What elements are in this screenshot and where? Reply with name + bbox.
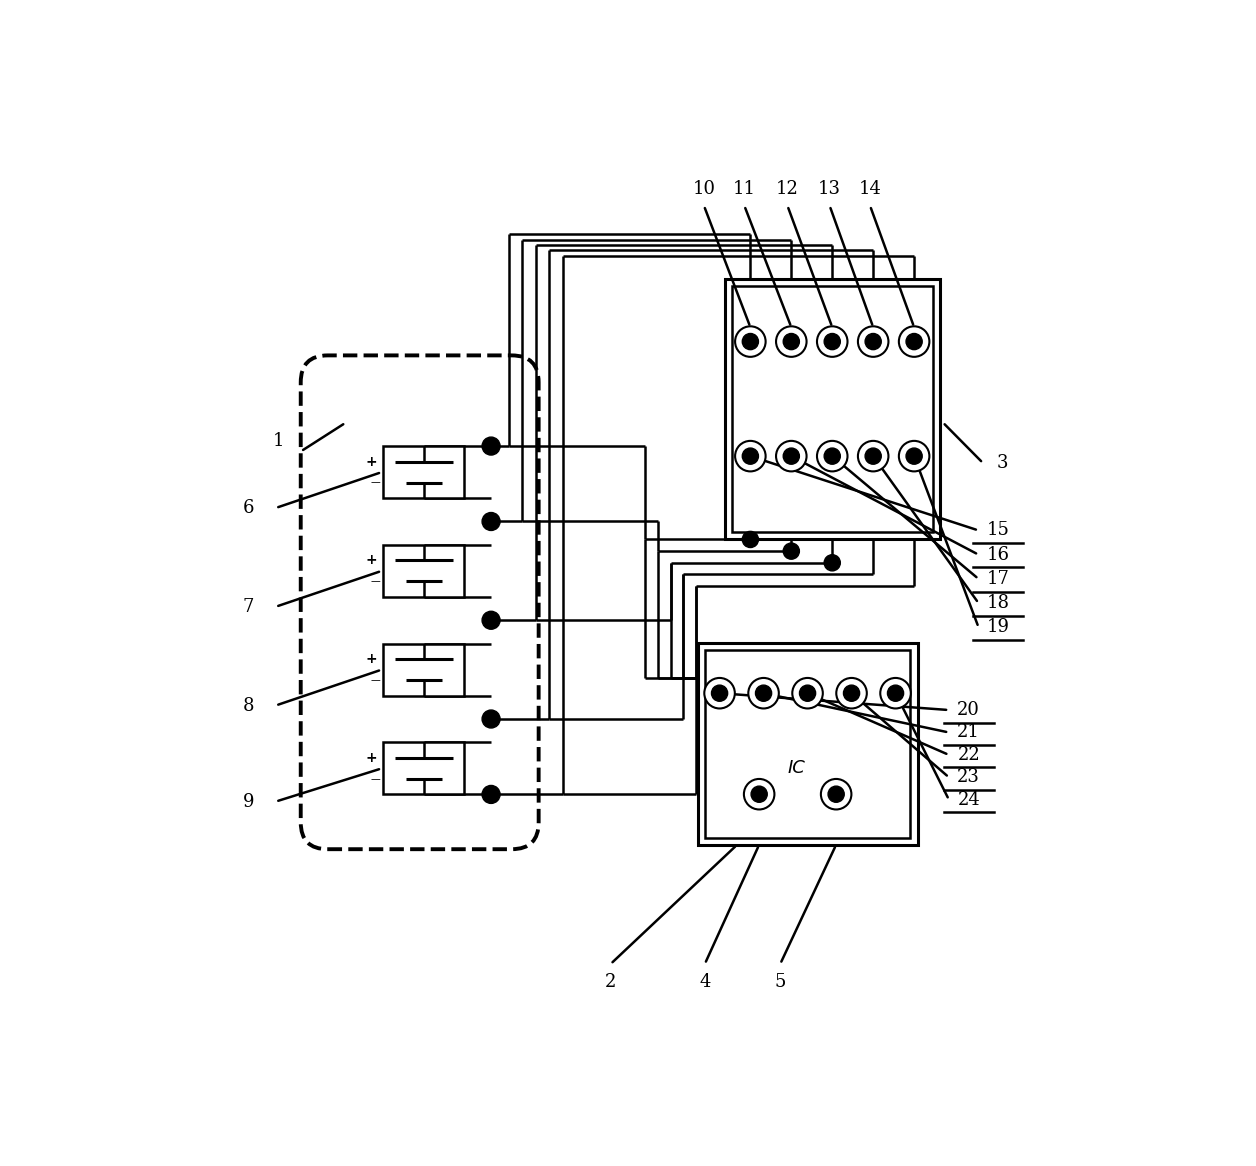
Circle shape [482, 611, 500, 630]
Text: 15: 15 [987, 521, 1010, 540]
Text: —: — [371, 774, 381, 784]
Circle shape [816, 441, 848, 471]
Text: 1: 1 [273, 431, 284, 450]
Bar [732, 287, 933, 532]
Text: IC: IC [788, 759, 805, 778]
Text: 16: 16 [987, 546, 1010, 563]
Circle shape [482, 513, 500, 531]
Circle shape [816, 326, 848, 357]
Text: 10: 10 [692, 181, 716, 198]
Circle shape [755, 686, 771, 701]
Circle shape [744, 779, 775, 809]
Circle shape [888, 686, 903, 701]
Circle shape [828, 786, 844, 802]
Text: 21: 21 [957, 723, 980, 742]
Bar [383, 545, 465, 597]
Text: 13: 13 [818, 181, 842, 198]
Bar [697, 642, 918, 844]
Circle shape [836, 677, 867, 709]
Text: 9: 9 [242, 793, 255, 810]
Circle shape [776, 441, 806, 471]
Circle shape [880, 677, 911, 709]
Text: 18: 18 [987, 595, 1010, 612]
Circle shape [482, 437, 500, 455]
Circle shape [482, 710, 500, 728]
Text: +: + [365, 455, 377, 469]
Circle shape [865, 333, 882, 350]
Text: +: + [365, 652, 377, 666]
Circle shape [899, 441, 929, 471]
Circle shape [784, 333, 799, 350]
Text: 5: 5 [775, 974, 786, 991]
Bar [383, 644, 465, 696]
Circle shape [824, 555, 840, 571]
Circle shape [858, 326, 888, 357]
Circle shape [711, 686, 727, 701]
Text: 17: 17 [987, 570, 1010, 588]
Text: 19: 19 [987, 618, 1010, 637]
Bar [383, 743, 465, 794]
Text: —: — [371, 576, 381, 586]
Text: 20: 20 [957, 701, 980, 719]
Circle shape [899, 326, 929, 357]
Text: 12: 12 [776, 181, 799, 198]
Circle shape [906, 333, 922, 350]
Circle shape [824, 333, 840, 350]
Text: —: — [371, 478, 381, 487]
Circle shape [906, 448, 922, 464]
Text: 23: 23 [957, 768, 980, 786]
Circle shape [793, 677, 823, 709]
Text: 7: 7 [242, 598, 255, 616]
Text: 6: 6 [242, 499, 255, 517]
Text: 11: 11 [732, 181, 756, 198]
Bar [725, 279, 939, 540]
Text: 2: 2 [605, 974, 617, 991]
Circle shape [858, 441, 888, 471]
Circle shape [784, 543, 799, 560]
Text: 22: 22 [957, 746, 980, 764]
Circle shape [844, 686, 859, 701]
Text: +: + [365, 554, 377, 568]
Circle shape [776, 326, 806, 357]
Circle shape [784, 448, 799, 464]
Text: +: + [365, 751, 377, 765]
Text: 3: 3 [997, 454, 1009, 472]
Text: 4: 4 [700, 974, 711, 991]
Text: 8: 8 [242, 696, 255, 715]
Bar [383, 447, 465, 498]
Circle shape [749, 677, 779, 709]
Circle shape [865, 448, 882, 464]
Circle shape [742, 333, 759, 350]
Bar [705, 649, 911, 837]
Circle shape [742, 448, 759, 464]
Circle shape [742, 532, 759, 548]
Circle shape [735, 326, 766, 357]
Circle shape [751, 786, 767, 802]
Circle shape [821, 779, 852, 809]
Circle shape [482, 786, 500, 803]
Text: —: — [371, 675, 381, 686]
Circle shape [800, 686, 815, 701]
Text: 24: 24 [957, 791, 980, 809]
Circle shape [824, 448, 840, 464]
Circle shape [735, 441, 766, 471]
Text: 14: 14 [859, 181, 882, 198]
Circle shape [705, 677, 735, 709]
